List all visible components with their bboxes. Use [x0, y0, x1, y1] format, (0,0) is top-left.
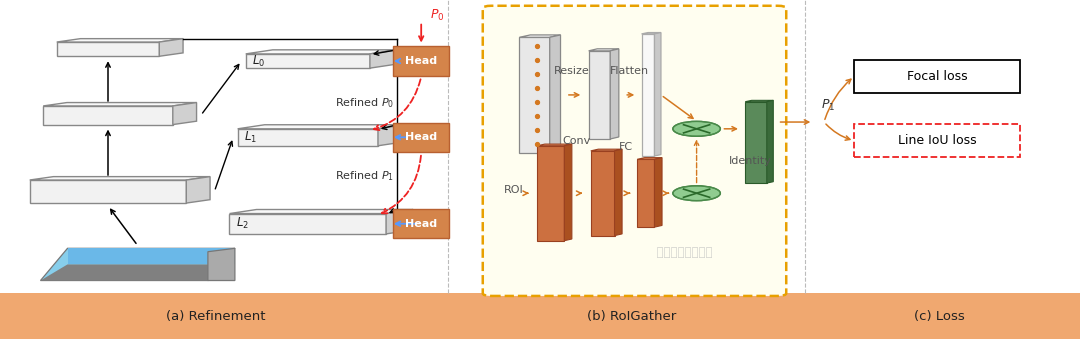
Text: Head: Head — [405, 56, 437, 66]
Circle shape — [673, 121, 720, 136]
Text: Line IoU loss: Line IoU loss — [897, 134, 976, 147]
Polygon shape — [589, 51, 610, 139]
Polygon shape — [160, 39, 184, 56]
Text: Focal loss: Focal loss — [906, 70, 968, 83]
Polygon shape — [767, 100, 773, 183]
Polygon shape — [745, 102, 767, 183]
Text: Flatten: Flatten — [609, 66, 649, 76]
Text: Identity: Identity — [729, 156, 772, 166]
Text: (a) Refinement: (a) Refinement — [166, 310, 266, 323]
Text: Head: Head — [405, 132, 437, 142]
Polygon shape — [615, 149, 622, 236]
Polygon shape — [538, 144, 572, 146]
Circle shape — [673, 186, 720, 201]
Polygon shape — [654, 158, 662, 227]
FancyBboxPatch shape — [393, 123, 449, 152]
Text: 公众号・焉知汽车: 公众号・焉知汽车 — [649, 246, 712, 259]
Polygon shape — [229, 214, 387, 234]
Polygon shape — [186, 177, 210, 203]
Polygon shape — [41, 264, 235, 281]
Polygon shape — [369, 50, 397, 68]
FancyBboxPatch shape — [393, 209, 449, 238]
Polygon shape — [519, 37, 550, 153]
Text: FC: FC — [619, 142, 634, 153]
Polygon shape — [67, 248, 235, 264]
Text: Refined $P_0$: Refined $P_0$ — [335, 97, 394, 110]
Polygon shape — [745, 100, 773, 102]
Text: (c) Loss: (c) Loss — [915, 310, 964, 323]
FancyBboxPatch shape — [483, 6, 786, 296]
FancyBboxPatch shape — [854, 124, 1020, 157]
Text: $P_0$: $P_0$ — [430, 8, 444, 23]
Polygon shape — [591, 151, 615, 236]
Polygon shape — [173, 102, 197, 124]
Text: L$_1$: L$_1$ — [244, 130, 257, 145]
Polygon shape — [238, 129, 378, 146]
Polygon shape — [642, 34, 654, 156]
Polygon shape — [538, 146, 564, 241]
Polygon shape — [654, 33, 661, 156]
Polygon shape — [610, 49, 619, 139]
Polygon shape — [642, 33, 661, 34]
Text: Refined $P_1$: Refined $P_1$ — [335, 170, 394, 183]
Polygon shape — [519, 35, 561, 37]
Polygon shape — [43, 102, 197, 106]
Polygon shape — [387, 210, 414, 234]
Polygon shape — [30, 180, 186, 203]
Polygon shape — [591, 149, 622, 151]
Polygon shape — [246, 54, 369, 68]
Text: $P_1$: $P_1$ — [821, 98, 835, 113]
Text: Conv: Conv — [563, 136, 591, 146]
Polygon shape — [57, 39, 184, 42]
Text: Head: Head — [405, 219, 437, 229]
Polygon shape — [57, 42, 160, 56]
Polygon shape — [41, 248, 235, 281]
Text: L$_0$: L$_0$ — [252, 54, 266, 68]
FancyBboxPatch shape — [854, 60, 1020, 93]
Polygon shape — [378, 125, 405, 146]
Text: ROI: ROI — [504, 185, 524, 195]
Polygon shape — [589, 49, 619, 51]
Polygon shape — [564, 144, 572, 241]
FancyBboxPatch shape — [393, 46, 449, 76]
Polygon shape — [43, 106, 173, 124]
Text: Resize: Resize — [553, 66, 590, 76]
FancyBboxPatch shape — [0, 293, 1080, 339]
Polygon shape — [637, 159, 654, 227]
Polygon shape — [207, 248, 235, 281]
Polygon shape — [246, 50, 397, 54]
Polygon shape — [229, 210, 414, 214]
Text: (b) RoIGather: (b) RoIGather — [588, 310, 676, 323]
Polygon shape — [637, 158, 662, 159]
Polygon shape — [30, 177, 210, 180]
Polygon shape — [550, 35, 561, 153]
Text: L$_2$: L$_2$ — [235, 216, 249, 231]
Polygon shape — [238, 125, 405, 129]
